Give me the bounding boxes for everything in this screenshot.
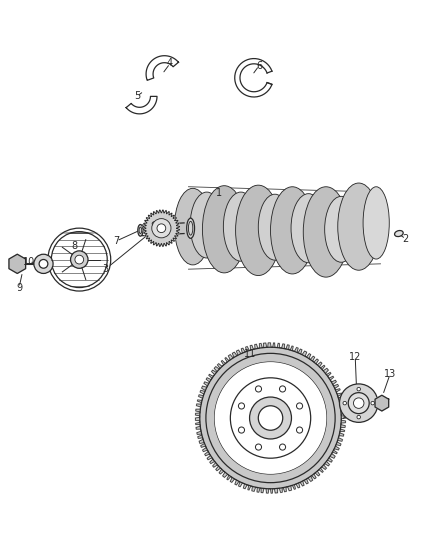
Text: 1: 1	[216, 188, 222, 198]
Ellipse shape	[339, 384, 378, 422]
Polygon shape	[146, 56, 178, 80]
Text: 3: 3	[102, 264, 109, 274]
Ellipse shape	[152, 219, 171, 238]
Ellipse shape	[363, 187, 389, 259]
Polygon shape	[126, 96, 157, 114]
Ellipse shape	[236, 185, 281, 276]
Text: 11: 11	[244, 349, 257, 359]
Ellipse shape	[138, 224, 143, 236]
Text: 4: 4	[167, 59, 173, 68]
Ellipse shape	[297, 403, 303, 409]
Ellipse shape	[338, 183, 380, 270]
Ellipse shape	[357, 415, 360, 419]
Ellipse shape	[152, 222, 159, 227]
Ellipse shape	[200, 347, 341, 489]
Ellipse shape	[187, 218, 194, 238]
Ellipse shape	[157, 224, 166, 232]
Ellipse shape	[258, 194, 291, 260]
Text: 13: 13	[384, 369, 396, 379]
Ellipse shape	[71, 251, 88, 268]
Text: 5: 5	[134, 91, 140, 101]
Ellipse shape	[250, 397, 291, 439]
Text: 2: 2	[403, 234, 409, 244]
Text: 12: 12	[349, 352, 361, 362]
Ellipse shape	[353, 398, 364, 408]
Ellipse shape	[279, 444, 286, 450]
Ellipse shape	[174, 188, 211, 265]
Text: 7: 7	[113, 236, 120, 246]
Ellipse shape	[357, 387, 360, 391]
Text: 6: 6	[256, 61, 262, 70]
Ellipse shape	[238, 403, 244, 409]
Polygon shape	[9, 254, 25, 273]
Polygon shape	[143, 210, 180, 246]
Ellipse shape	[255, 444, 261, 450]
Ellipse shape	[48, 228, 111, 291]
Text: 8: 8	[71, 241, 77, 251]
Ellipse shape	[238, 427, 244, 433]
Ellipse shape	[75, 255, 84, 264]
Ellipse shape	[202, 185, 246, 273]
Ellipse shape	[279, 386, 286, 392]
Ellipse shape	[215, 362, 326, 474]
Ellipse shape	[343, 401, 346, 405]
Ellipse shape	[39, 260, 48, 268]
Ellipse shape	[291, 193, 326, 263]
Ellipse shape	[271, 187, 314, 274]
Ellipse shape	[303, 187, 349, 277]
Ellipse shape	[325, 196, 358, 262]
Polygon shape	[235, 59, 272, 97]
Polygon shape	[195, 343, 346, 493]
Polygon shape	[375, 395, 389, 411]
Text: 10: 10	[23, 257, 35, 267]
Ellipse shape	[255, 386, 261, 392]
Ellipse shape	[395, 230, 403, 237]
Ellipse shape	[371, 401, 374, 405]
Ellipse shape	[34, 254, 53, 273]
Ellipse shape	[223, 192, 258, 261]
Ellipse shape	[258, 406, 283, 430]
Ellipse shape	[348, 393, 369, 414]
Ellipse shape	[297, 427, 303, 433]
Ellipse shape	[190, 192, 223, 258]
Text: 9: 9	[16, 283, 22, 293]
